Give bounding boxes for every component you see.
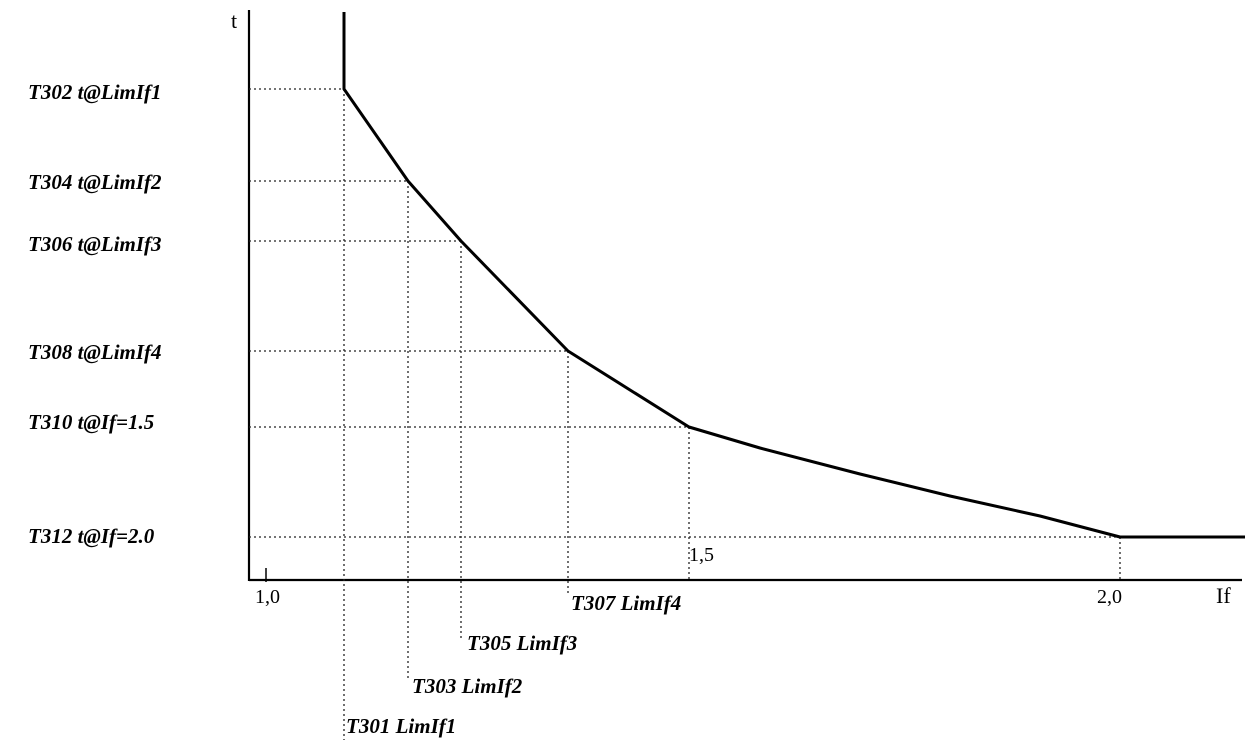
label-t310: T310 t@If=1.5: [28, 410, 154, 434]
label-t301: T301 LimIf1: [346, 714, 456, 738]
label-t312: T312 t@If=2.0: [28, 524, 155, 548]
if-axis-label: If: [1216, 583, 1231, 608]
label-t304: T304 t@LimIf2: [28, 170, 162, 194]
label-t306: T306 t@LimIf3: [28, 232, 162, 256]
t-axis-label: t: [231, 8, 237, 33]
x-tick-2-0: 2,0: [1097, 586, 1122, 608]
x-tick-1-0: 1,0: [255, 586, 280, 608]
label-t305: T305 LimIf3: [467, 631, 577, 655]
x-tick-1-5: 1,5: [689, 544, 714, 566]
label-t308: T308 t@LimIf4: [28, 340, 162, 364]
label-t302: T302 t@LimIf1: [28, 80, 162, 104]
trip-curve: [342, 12, 1245, 539]
label-t303: T303 LimIf2: [412, 674, 523, 698]
label-t307: T307 LimIf4: [571, 591, 681, 615]
